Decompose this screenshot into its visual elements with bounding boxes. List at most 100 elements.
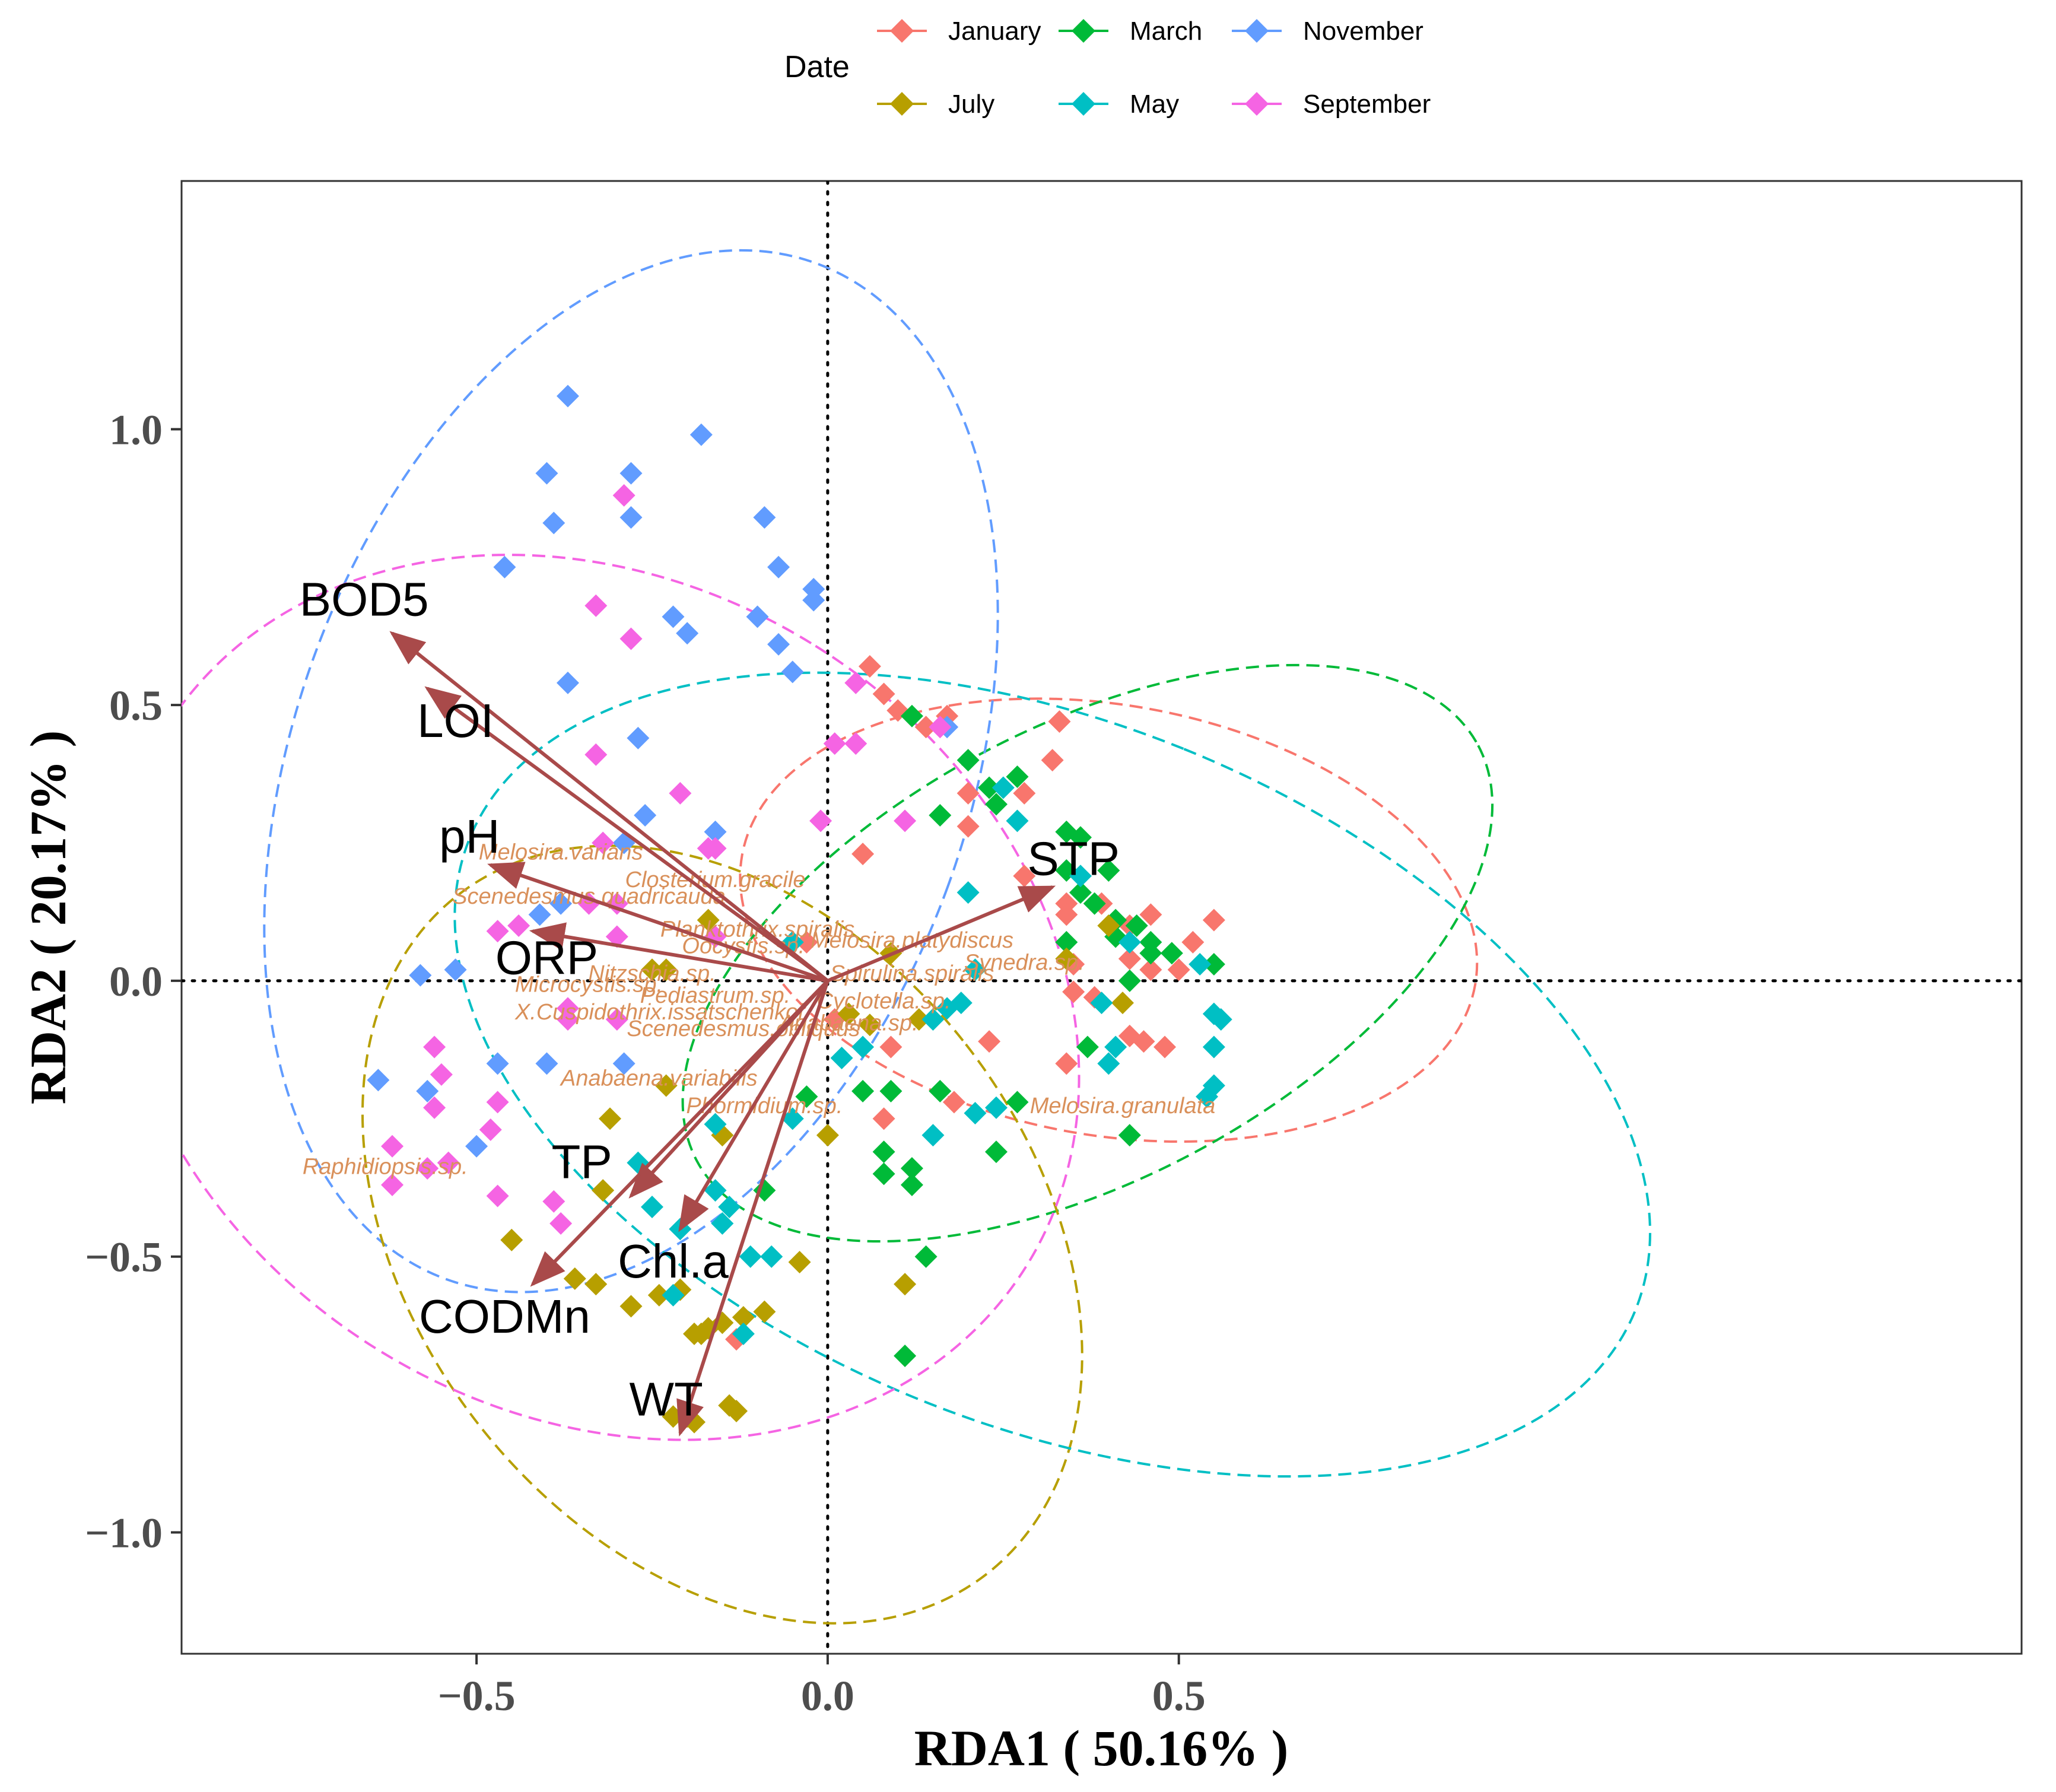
point-november — [409, 964, 432, 987]
vector-label-orp: ORP — [495, 932, 598, 984]
y-axis-title: RDA2 ( 20.17% ) — [20, 730, 77, 1105]
point-january — [956, 781, 980, 805]
point-november — [535, 462, 558, 485]
point-september — [894, 809, 917, 833]
legend-key-diamond — [1245, 19, 1269, 43]
point-january — [1055, 1052, 1078, 1075]
point-july — [894, 1273, 917, 1296]
point-march — [1006, 1091, 1029, 1114]
point-november — [767, 555, 790, 579]
point-july — [1097, 914, 1120, 937]
point-september — [479, 1118, 502, 1141]
point-january — [1139, 958, 1162, 981]
point-march — [1055, 930, 1078, 954]
legend-entry-may: May — [1059, 90, 1179, 119]
point-may — [851, 1035, 875, 1059]
point-november — [486, 1052, 509, 1075]
point-january — [1013, 781, 1036, 805]
point-november — [753, 506, 776, 529]
point-july — [683, 1322, 706, 1345]
point-may — [1209, 1008, 1232, 1031]
vector-arrow-wt — [676, 980, 830, 1437]
point-march — [1160, 942, 1183, 965]
point-march — [1069, 881, 1092, 904]
species-label-melosira-platydiscus: Melosira.platydiscus — [811, 928, 1013, 953]
point-july — [788, 1250, 811, 1273]
point-march — [851, 1079, 875, 1102]
point-may — [921, 1124, 945, 1147]
point-march — [956, 749, 980, 772]
legend-key-diamond — [890, 92, 914, 116]
point-march — [978, 776, 1001, 799]
point-may — [830, 1047, 853, 1070]
point-november — [619, 506, 643, 529]
point-march — [984, 793, 1008, 816]
point-september — [584, 743, 608, 766]
point-may — [956, 881, 980, 904]
point-july — [641, 958, 664, 981]
vector-label-loi: LOI — [417, 694, 494, 747]
vector-label-stp: STP — [1027, 832, 1120, 885]
point-january — [1048, 710, 1071, 733]
vector-arrow-codmn — [530, 979, 830, 1287]
point-july — [500, 1228, 523, 1251]
point-september — [605, 1008, 628, 1031]
legend-label: January — [948, 17, 1041, 46]
vector-arrow-loi — [424, 686, 829, 983]
point-may — [711, 1212, 734, 1235]
point-march — [1076, 1035, 1099, 1059]
point-november — [528, 903, 551, 926]
legend-entry-september: September — [1232, 90, 1431, 119]
point-march — [984, 1140, 1008, 1164]
point-january — [1139, 903, 1162, 926]
point-september — [929, 716, 952, 739]
point-july — [654, 1074, 678, 1097]
point-november — [542, 511, 565, 535]
point-november — [781, 660, 804, 684]
point-november — [634, 804, 657, 827]
point-september — [423, 1096, 446, 1119]
point-may — [760, 1245, 783, 1268]
point-may — [739, 1245, 762, 1268]
vector-arrow-ph — [487, 862, 828, 983]
point-march — [1125, 914, 1148, 937]
point-may — [964, 1102, 987, 1125]
vector-label-wt: WT — [629, 1372, 703, 1425]
point-november — [676, 622, 699, 645]
point-september — [844, 732, 867, 755]
point-november — [662, 605, 685, 628]
point-january — [1132, 1030, 1155, 1053]
y-axis-ticks: −1.0 −0.5 0.0 0.5 1.0 — [85, 406, 182, 1556]
point-september — [486, 920, 509, 943]
point-march — [1202, 953, 1225, 976]
legend-entry-january: January — [877, 17, 1041, 46]
point-january — [1013, 865, 1036, 888]
species-label-x-cuspidothrix-issatschenkoi: X.Cuspidothrix.issatschenkoi — [514, 1000, 804, 1025]
species-label-phormidium-sp-: Phormidium.sp. — [686, 1094, 843, 1119]
x-tick-label: 0.5 — [1152, 1672, 1206, 1720]
point-january — [795, 930, 818, 954]
point-january — [879, 1035, 903, 1059]
point-march — [1139, 942, 1162, 965]
point-january — [942, 1091, 965, 1114]
legend-label: July — [948, 90, 994, 119]
point-september — [437, 1151, 460, 1174]
species-label-scenedesmus-quadricauda: Scenedesmus.quadricauda — [452, 884, 726, 909]
point-may — [732, 1322, 755, 1345]
point-january — [851, 843, 875, 866]
species-label-cyclotella-sp-: Cyclotella.sp. — [817, 989, 951, 1013]
point-january — [1055, 903, 1078, 926]
point-may — [718, 1196, 741, 1219]
ellipse-may — [453, 671, 1651, 1478]
legend-entry-november: November — [1232, 17, 1423, 46]
point-november — [367, 1069, 390, 1092]
point-september — [486, 1184, 509, 1208]
point-november — [493, 555, 516, 579]
point-september — [823, 732, 846, 755]
point-march — [1118, 969, 1141, 992]
y-tick-label: −0.5 — [85, 1234, 163, 1281]
point-march — [1083, 892, 1106, 915]
point-july — [907, 1008, 930, 1031]
point-january — [914, 716, 938, 739]
